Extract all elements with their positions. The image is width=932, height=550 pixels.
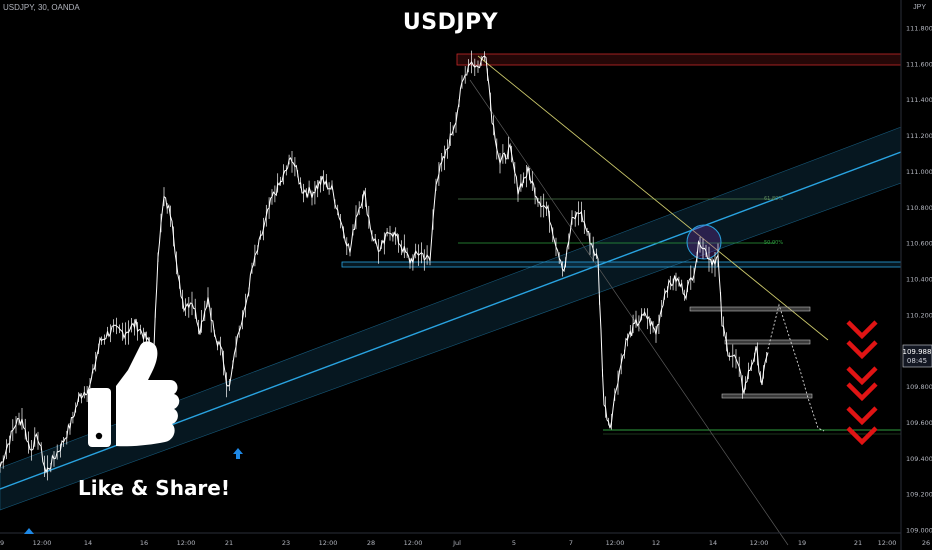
- x-tick-label: 5: [512, 539, 516, 547]
- resistance-zone: [456, 53, 902, 66]
- like-share-text: Like & Share!: [78, 476, 230, 500]
- symbol-info: USDJPY, 30, OANDA: [3, 3, 80, 12]
- x-tick-label: 23: [282, 539, 290, 547]
- x-tick-label: 12:00: [404, 539, 423, 547]
- x-tick-label: 14: [84, 539, 92, 547]
- x-tick-label: 12:00: [319, 539, 338, 547]
- last-price-value: 109.988: [903, 348, 932, 356]
- price-series: [0, 50, 769, 481]
- x-tick-label: 19: [798, 539, 806, 547]
- y-tick-label: 110.600: [906, 240, 932, 248]
- last-price-badge: 109.988 08:45: [903, 344, 932, 368]
- x-tick-label: 12:00: [750, 539, 769, 547]
- x-tick-label: 28: [367, 539, 375, 547]
- projection-box-low: [721, 393, 813, 399]
- y-tick-label: 111.000: [906, 168, 932, 176]
- chevron-down-icon: [846, 406, 878, 426]
- x-tick-label: 12:00: [177, 539, 196, 547]
- up-arrow-icon: [233, 448, 243, 459]
- projection-path: [767, 303, 825, 432]
- y-tick-label: 109.200: [906, 491, 932, 499]
- chevron-down-icon: [846, 426, 878, 446]
- x-tick-label: 12:00: [33, 539, 52, 547]
- down-trendline: [477, 55, 829, 341]
- y-axis-ticks: 111.800 111.600 111.400 111.200 111.000 110.8…: [906, 25, 932, 535]
- x-tick-label: 21: [854, 539, 862, 547]
- y-tick-label: 111.400: [906, 96, 932, 104]
- thumbs-up-icon: [88, 341, 180, 447]
- x-tick-label: 7: [569, 539, 573, 547]
- y-tick-label: 111.600: [906, 60, 932, 68]
- x-axis-ticks: 9 12:00 14 16 12:00 21 23 12:00 28 12:00 Jul 5 7 12:0…: [0, 539, 930, 547]
- y-tick-label: 109.800: [906, 383, 932, 391]
- y-tick-label: 110.400: [906, 276, 932, 284]
- chevron-down-icon: [846, 366, 878, 386]
- chevron-down-icon: [846, 382, 878, 402]
- down-chevrons: [846, 320, 878, 446]
- projection-box-top: [689, 306, 811, 312]
- fib-label-61: 61.80%: [764, 196, 783, 202]
- x-tick-label: 26: [922, 539, 930, 547]
- y-tick-label: 111.200: [906, 132, 932, 140]
- x-tick-label: 21: [225, 539, 233, 547]
- chart-title: USDJPY: [402, 10, 499, 35]
- guide-diagonal: [469, 79, 789, 546]
- y-tick-label: 110.200: [906, 311, 932, 319]
- currency-label: JPY: [913, 4, 926, 11]
- chevron-down-icon: [846, 320, 878, 340]
- y-tick-label: 109.600: [906, 419, 932, 427]
- y-tick-label: 110.800: [906, 204, 932, 212]
- y-tick-label: 111.800: [906, 25, 932, 33]
- fib-label-50: 50.00%: [764, 240, 783, 246]
- x-tick-label: 12: [652, 539, 660, 547]
- horizontal-level-box: [341, 261, 902, 268]
- highlight-circle: [686, 224, 722, 260]
- up-arrow-icon: [24, 528, 34, 534]
- x-tick-label: 12:00: [878, 539, 897, 547]
- y-tick-label: 109.000: [906, 527, 932, 535]
- x-tick-label: Jul: [452, 539, 461, 547]
- projection-box-mid: [724, 339, 811, 345]
- price-axis-panel: [901, 0, 932, 550]
- chevron-down-icon: [846, 340, 878, 360]
- x-tick-label: 12:00: [606, 539, 625, 547]
- x-tick-label: 16: [140, 539, 148, 547]
- x-tick-label: 14: [709, 539, 717, 547]
- bar-countdown: 08:45: [907, 357, 927, 365]
- y-tick-label: 109.400: [906, 455, 932, 463]
- x-tick-label: 9: [0, 539, 4, 547]
